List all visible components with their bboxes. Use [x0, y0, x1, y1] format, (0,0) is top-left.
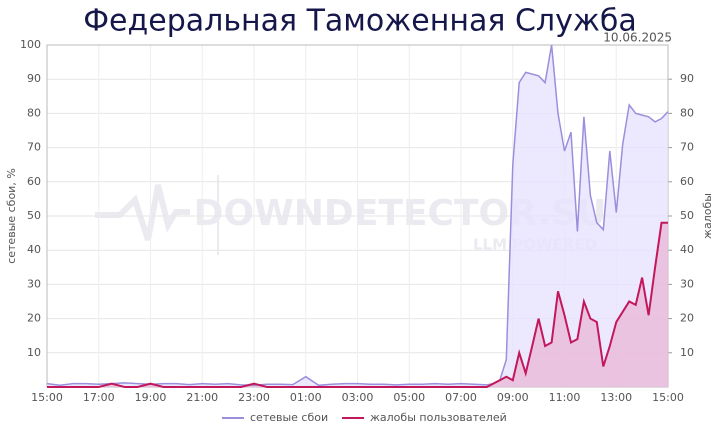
x-tick-label: 01:00 — [290, 391, 322, 404]
legend-label: жалобы пользователей — [370, 411, 507, 424]
x-tick-label: 21:00 — [186, 391, 218, 404]
x-tick-label: 09:00 — [497, 391, 529, 404]
y-tick-label: 10 — [27, 346, 41, 359]
y-axis-label: сетевые сбои, % — [5, 168, 18, 264]
x-tick-label: 19:00 — [135, 391, 167, 404]
y2-tick-label: 40 — [680, 243, 694, 256]
x-tick-label: 11:00 — [549, 391, 581, 404]
y2-tick-label: 20 — [680, 312, 694, 325]
x-tick-label: 13:00 — [600, 391, 632, 404]
chart-title: Федеральная Таможенная Служба — [83, 4, 637, 39]
y-tick-label: 40 — [27, 243, 41, 256]
area-fill — [47, 222, 668, 387]
y2-tick-label: 80 — [680, 106, 694, 119]
y2-tick-label: 70 — [680, 141, 694, 154]
x-tick-label: 07:00 — [445, 391, 477, 404]
legend-label: сетевые сбои — [250, 411, 328, 424]
x-tick-label: 23:00 — [238, 391, 270, 404]
x-tick-label: 05:00 — [393, 391, 425, 404]
x-tick-label: 15:00 — [31, 391, 63, 404]
y2-tick-label: 10 — [680, 346, 694, 359]
watermark-logo — [95, 175, 219, 255]
y-tick-label: 50 — [27, 209, 41, 222]
y-tick-label: 60 — [27, 175, 41, 188]
line — [46, 44, 669, 387]
y-tick-label: 30 — [27, 277, 41, 290]
y2-tick-label: 50 — [680, 209, 694, 222]
y2-tick-label: 30 — [680, 277, 694, 290]
y-tick-label: 70 — [27, 141, 41, 154]
x-tick-label: 17:00 — [83, 391, 115, 404]
y-tick-label: 90 — [27, 72, 41, 85]
y2-axis-label: жалобы — [701, 193, 714, 239]
line — [47, 221, 668, 388]
y-tick-label: 20 — [27, 312, 41, 325]
x-tick-label: 15:00 — [652, 391, 684, 404]
y2-tick-label: 90 — [680, 72, 694, 85]
y2-tick-label: 60 — [680, 175, 694, 188]
area-fill — [47, 45, 668, 387]
y-tick-label: 80 — [27, 106, 41, 119]
y-tick-label: 100 — [20, 38, 41, 51]
x-tick-label: 03:00 — [342, 391, 374, 404]
date: 10.06.2025 — [603, 31, 672, 45]
